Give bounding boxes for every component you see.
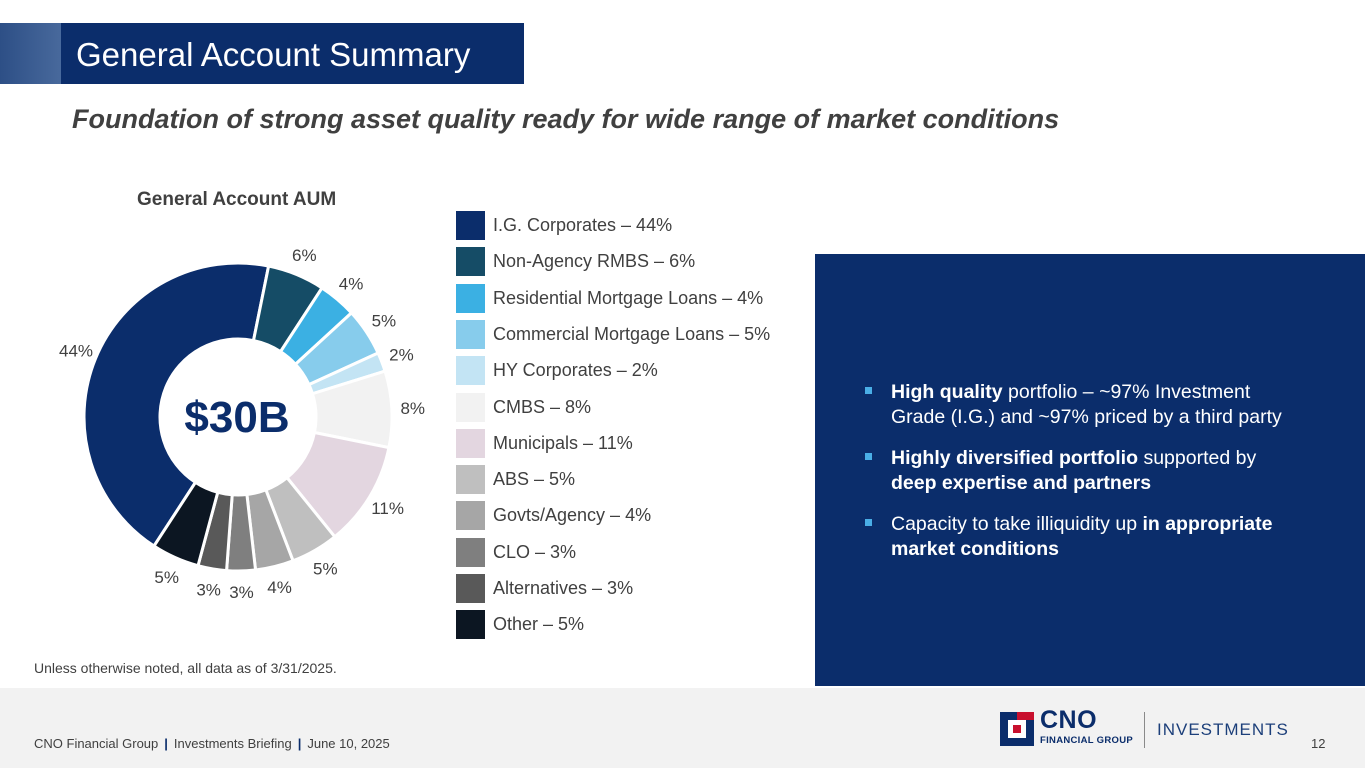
donut-slice — [263, 475, 337, 563]
legend-swatch — [456, 574, 485, 603]
bullet-square-icon — [865, 519, 872, 526]
donut-data-label: 4% — [267, 578, 292, 597]
bullet-text: Capacity to take illiquidity up — [891, 513, 1143, 535]
legend-swatch — [456, 537, 485, 567]
bullet-bold-text-2: deep expertise and partners — [891, 472, 1152, 494]
donut-slice — [293, 310, 381, 387]
donut-data-label: 11% — [371, 499, 404, 518]
donut-data-label: 5% — [313, 560, 338, 579]
highlights-panel: High quality portfolio – ~97% Investment… — [815, 254, 1365, 686]
legend-label: Residential Mortgage Loans – 4% — [493, 287, 764, 308]
footer: CNO Financial Group | Investments Briefing… — [0, 688, 1365, 768]
donut-slice — [245, 487, 295, 572]
donut-slice — [196, 490, 234, 573]
legend-item: CMBS – 8% — [456, 392, 592, 422]
legend-swatch — [456, 501, 485, 531]
legend-swatch — [456, 465, 485, 495]
donut-data-label: 8% — [400, 399, 425, 418]
donut-center-label: $30B — [184, 393, 290, 442]
logo-subtitle: FINANCIAL GROUP — [1040, 735, 1133, 746]
legend-item: HY Corporates – 2% — [456, 356, 658, 386]
legend-swatch — [456, 319, 485, 349]
donut-data-label: 4% — [339, 274, 364, 293]
bullet-square-icon — [865, 453, 872, 460]
title-bar: General Account Summary — [61, 23, 524, 84]
cno-logo-icon — [1000, 712, 1034, 746]
donut-slice — [306, 351, 387, 396]
logo-divider — [1144, 712, 1145, 748]
legend-swatch — [456, 283, 485, 313]
donut-slice — [251, 264, 325, 354]
bullet-high-quality: High quality portfolio – ~97% Investment… — [865, 380, 1305, 430]
page-number: 12 — [1311, 736, 1326, 751]
bullet-text: supported by — [1138, 447, 1257, 469]
donut-slice — [151, 480, 220, 568]
bullet-bold-text: Highly diversified portfolio — [891, 447, 1139, 469]
legend-item: Govts/Agency – 4% — [456, 501, 652, 531]
bullet-text: portfolio – ~97% Investment Grade (I.G.)… — [891, 381, 1282, 428]
donut-slice — [284, 430, 391, 539]
donut-slice — [310, 369, 394, 450]
chart-title: General Account AUM — [137, 189, 337, 210]
legend-label: I.G. Corporates – 44% — [493, 215, 673, 235]
donut-data-label: 5% — [372, 311, 397, 330]
bullet-diversified: Highly diversified portfolio supported b… — [865, 446, 1305, 496]
donut-data-label: 3% — [196, 581, 221, 600]
legend-item: Non-Agency RMBS – 6% — [456, 247, 696, 277]
legend-item: Residential Mortgage Loans – 4% — [456, 283, 764, 313]
legend-swatch — [456, 392, 485, 422]
footer-event: Investments Briefing — [173, 736, 292, 751]
donut-slice — [224, 492, 258, 573]
legend-label: Govts/Agency – 4% — [493, 505, 652, 526]
donut-slice — [278, 285, 354, 367]
logo-name: CNO — [1040, 706, 1098, 734]
legend-item: CLO – 3% — [456, 537, 577, 567]
legend-item: ABS – 5% — [456, 465, 576, 495]
bullet-bold-text: in appropriate market conditions — [891, 513, 1273, 560]
legend-label: ABS – 5% — [493, 469, 576, 490]
donut-data-label: 3% — [229, 583, 254, 602]
legend-swatch — [456, 428, 485, 458]
legend-label: CMBS – 8% — [493, 396, 592, 417]
footer-text: CNO Financial Group | Investments Briefing… — [34, 736, 390, 751]
donut-data-label: 5% — [154, 568, 179, 587]
footer-separator: | — [297, 736, 302, 751]
legend-label: CLO – 3% — [493, 541, 577, 562]
legend-label: Municipals – 11% — [493, 432, 633, 453]
legend-label: Other – 5% — [493, 614, 585, 635]
legend-label: Non-Agency RMBS – 6% — [493, 251, 696, 272]
footer-company: CNO Financial Group — [34, 736, 159, 751]
legend-item: Commercial Mortgage Loans – 5% — [456, 319, 771, 349]
legend-label: HY Corporates – 2% — [493, 360, 658, 381]
title-accent-block — [0, 23, 61, 84]
legend-item: I.G. Corporates – 44% — [456, 211, 672, 240]
legend-swatch — [456, 247, 485, 277]
donut-data-label: 44% — [59, 342, 93, 361]
footer-separator: | — [164, 736, 168, 751]
legend-swatch — [456, 610, 485, 640]
legend-item: Municipals – 11% — [456, 428, 633, 458]
bullet-square-icon — [865, 387, 872, 394]
legend-item: Alternatives – 3% — [456, 574, 633, 603]
logo-division: INVESTMENTS — [1157, 720, 1289, 739]
page-title: General Account Summary — [76, 36, 471, 73]
donut-data-label: 2% — [389, 345, 414, 364]
legend-label: Commercial Mortgage Loans – 5% — [493, 323, 771, 344]
bullet-capacity: Capacity to take illiquidity up in appro… — [865, 512, 1305, 562]
bullet-bold-text: High quality — [891, 381, 1003, 403]
donut-data-label: 6% — [292, 246, 317, 265]
legend-swatch — [456, 211, 485, 240]
legend-label: Alternatives – 3% — [493, 578, 634, 598]
legend-item: Other – 5% — [456, 610, 585, 640]
page-subtitle: Foundation of strong asset quality ready… — [72, 104, 1060, 134]
footnote: Unless otherwise noted, all data as of 3… — [34, 660, 337, 676]
footer-date: June 10, 2025 — [307, 736, 390, 751]
legend-swatch — [456, 356, 485, 386]
